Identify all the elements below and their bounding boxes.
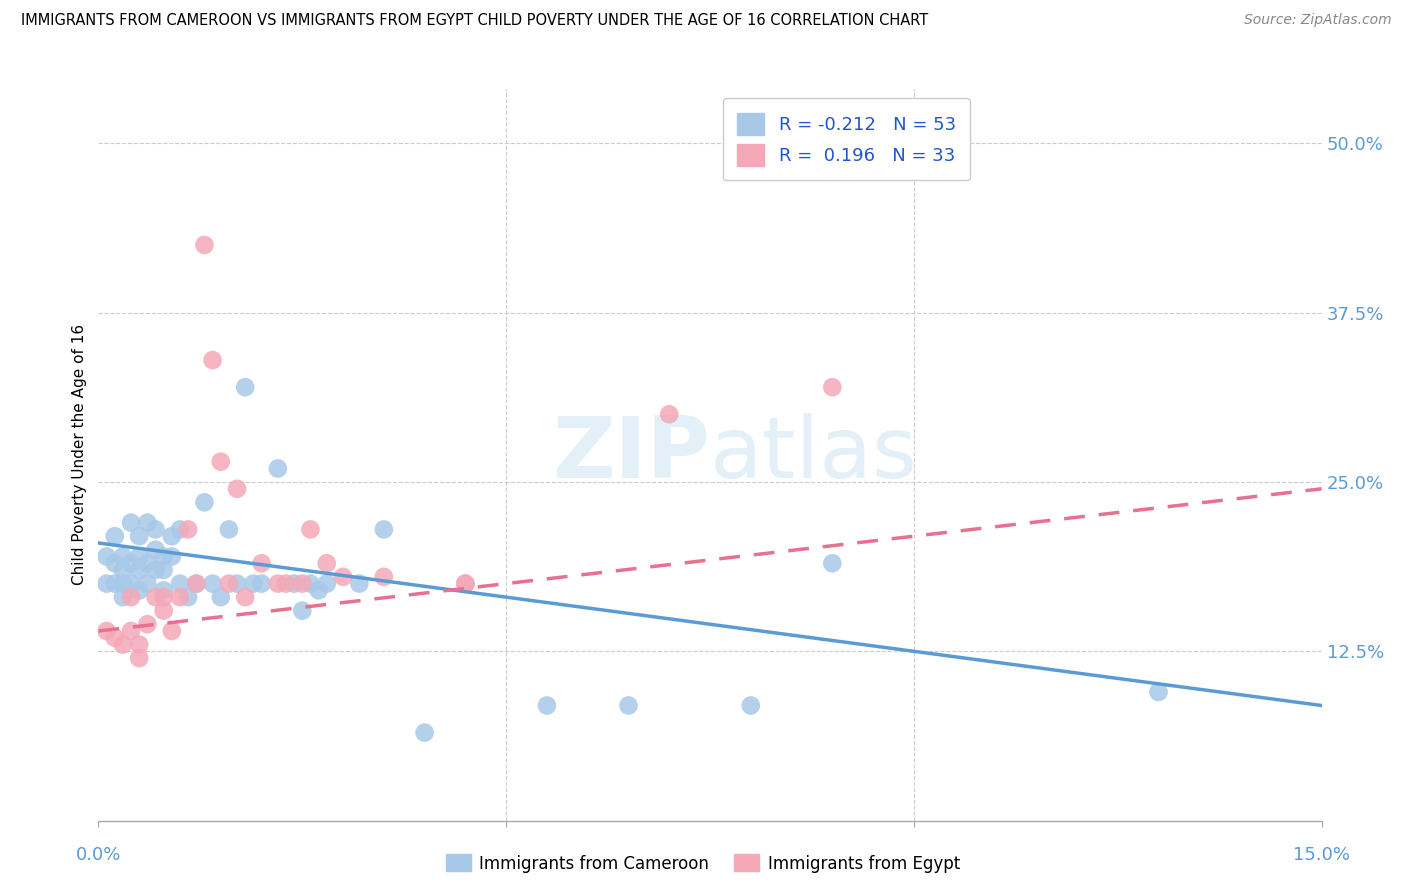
Point — [128, 651, 150, 665]
Point — [740, 698, 762, 713]
Point — [160, 549, 183, 564]
Point — [145, 563, 167, 577]
Y-axis label: Child Poverty Under the Age of 16: Child Poverty Under the Age of 16 — [72, 325, 87, 585]
Point — [104, 631, 127, 645]
Point — [152, 549, 174, 564]
Point — [186, 576, 208, 591]
Point — [267, 461, 290, 475]
Point — [111, 563, 134, 577]
Point — [104, 556, 127, 570]
Point — [177, 523, 200, 537]
Point — [617, 698, 640, 713]
Point — [209, 590, 232, 604]
Text: 15.0%: 15.0% — [1294, 847, 1350, 864]
Point — [169, 590, 191, 604]
Text: atlas: atlas — [710, 413, 918, 497]
Point — [128, 549, 150, 564]
Point — [145, 590, 167, 604]
Point — [152, 590, 174, 604]
Point — [96, 576, 118, 591]
Legend: Immigrants from Cameroon, Immigrants from Egypt: Immigrants from Cameroon, Immigrants fro… — [440, 847, 966, 880]
Point — [104, 576, 127, 591]
Point — [193, 495, 215, 509]
Point — [111, 549, 134, 564]
Point — [250, 556, 273, 570]
Point — [209, 455, 232, 469]
Point — [145, 523, 167, 537]
Point — [145, 542, 167, 557]
Point — [332, 570, 354, 584]
Point — [136, 556, 159, 570]
Point — [274, 576, 297, 591]
Point — [128, 563, 150, 577]
Point — [160, 624, 183, 638]
Point — [120, 556, 142, 570]
Point — [299, 576, 322, 591]
Point — [96, 549, 118, 564]
Point — [111, 590, 134, 604]
Point — [349, 576, 371, 591]
Text: IMMIGRANTS FROM CAMEROON VS IMMIGRANTS FROM EGYPT CHILD POVERTY UNDER THE AGE OF: IMMIGRANTS FROM CAMEROON VS IMMIGRANTS F… — [21, 13, 928, 29]
Point — [283, 576, 305, 591]
Point — [233, 380, 256, 394]
Legend: R = -0.212   N = 53, R =  0.196   N = 33: R = -0.212 N = 53, R = 0.196 N = 33 — [723, 98, 970, 180]
Point — [201, 353, 224, 368]
Point — [250, 576, 273, 591]
Point — [128, 583, 150, 598]
Point — [233, 590, 256, 604]
Point — [160, 529, 183, 543]
Point — [186, 576, 208, 591]
Point — [373, 570, 395, 584]
Point — [152, 604, 174, 618]
Point — [128, 638, 150, 652]
Point — [308, 583, 330, 598]
Point — [821, 380, 844, 394]
Point — [111, 576, 134, 591]
Point — [299, 523, 322, 537]
Point — [136, 576, 159, 591]
Point — [454, 576, 477, 591]
Point — [201, 576, 224, 591]
Point — [218, 523, 240, 537]
Point — [128, 529, 150, 543]
Point — [120, 516, 142, 530]
Point — [267, 576, 290, 591]
Point — [226, 576, 249, 591]
Point — [169, 523, 191, 537]
Point — [96, 624, 118, 638]
Text: 0.0%: 0.0% — [76, 847, 121, 864]
Point — [111, 638, 134, 652]
Point — [226, 482, 249, 496]
Point — [291, 576, 314, 591]
Point — [152, 563, 174, 577]
Point — [218, 576, 240, 591]
Point — [821, 556, 844, 570]
Point — [177, 590, 200, 604]
Point — [454, 576, 477, 591]
Text: ZIP: ZIP — [553, 413, 710, 497]
Point — [169, 576, 191, 591]
Point — [536, 698, 558, 713]
Point — [291, 604, 314, 618]
Point — [120, 576, 142, 591]
Point — [658, 407, 681, 421]
Point — [242, 576, 264, 591]
Point — [104, 529, 127, 543]
Point — [315, 556, 337, 570]
Point — [373, 523, 395, 537]
Point — [136, 617, 159, 632]
Point — [136, 516, 159, 530]
Point — [120, 624, 142, 638]
Point — [152, 583, 174, 598]
Point — [193, 238, 215, 252]
Point — [315, 576, 337, 591]
Text: Source: ZipAtlas.com: Source: ZipAtlas.com — [1244, 13, 1392, 28]
Point — [413, 725, 436, 739]
Point — [1147, 685, 1170, 699]
Point — [120, 590, 142, 604]
